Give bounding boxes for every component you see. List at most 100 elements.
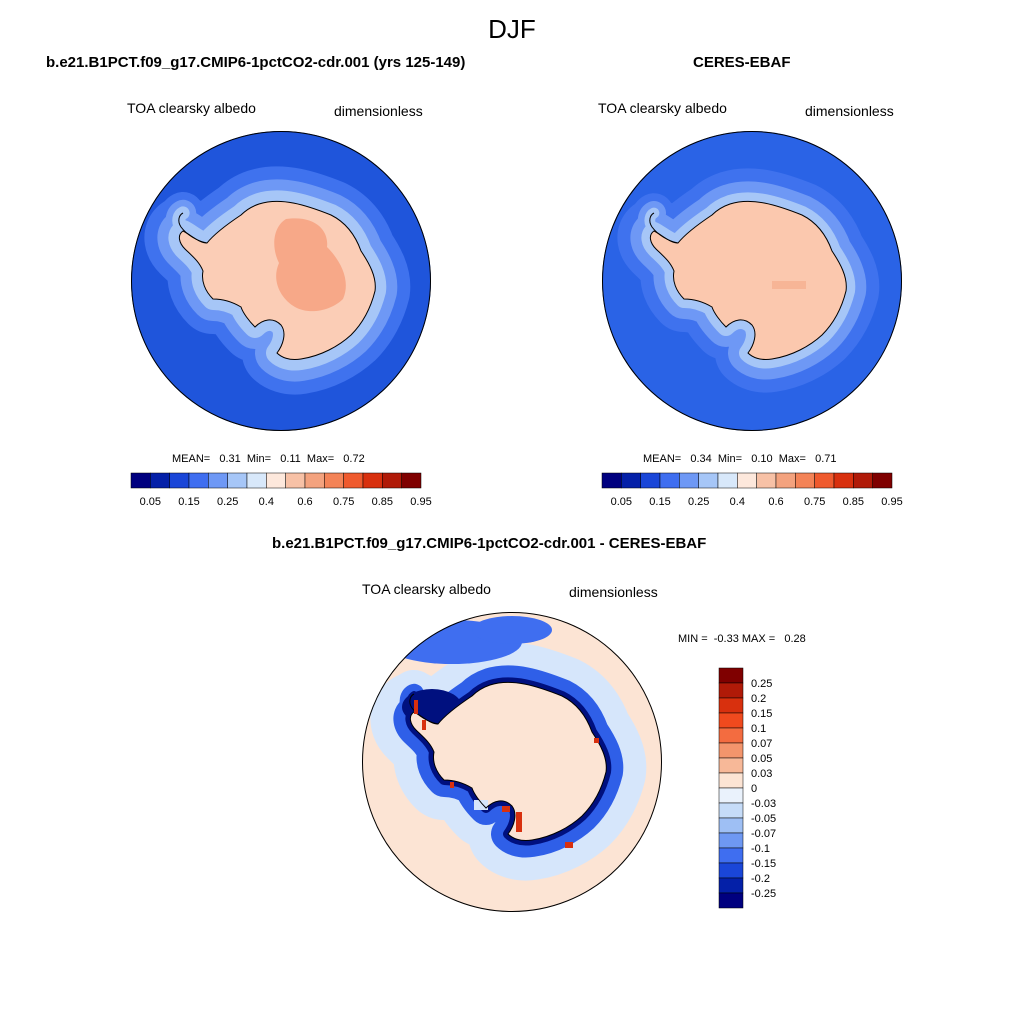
colorbar-tick-label: 0.03 [751, 768, 772, 780]
colorbar-swatch [718, 772, 744, 789]
anomaly-cell [422, 720, 426, 730]
anomaly-cell [594, 738, 599, 743]
panel-obs-variable: TOA clearsky albedo [598, 100, 727, 116]
colorbar-swatch [188, 472, 209, 489]
anomaly-cell [516, 812, 522, 832]
colorbar-tick-label: 0.25 [217, 496, 238, 508]
coastline-peninsula [178, 212, 208, 244]
colorbar-tick-label: 0.05 [140, 496, 161, 508]
colorbar-swatch [853, 472, 873, 489]
colorbar-tick-label: 0.05 [751, 753, 772, 765]
colorbar-swatch [718, 787, 744, 804]
colorbar-swatch [227, 472, 248, 489]
colorbar-swatch [659, 472, 680, 489]
colorbar-tick-label: 0.15 [649, 496, 670, 508]
colorbar-swatch [246, 472, 267, 489]
colorbar-tick-label: -0.03 [751, 798, 776, 810]
polar-map-model [131, 131, 431, 431]
colorbar-tick-label: -0.25 [751, 888, 776, 900]
map-border [362, 612, 662, 912]
map-border [602, 131, 902, 431]
colorbar-tick-label: -0.2 [751, 873, 770, 885]
colorbar-tick-label: 0.1 [751, 723, 766, 735]
panel-diff-header: b.e21.B1PCT.f09_g17.CMIP6-1pctCO2-cdr.00… [272, 535, 707, 552]
colorbar-tick-label: 0.4 [730, 496, 745, 508]
colorbar-swatch [150, 472, 170, 489]
map-body [362, 612, 662, 912]
colorbar-swatch [621, 472, 641, 489]
colorbar-swatch [775, 472, 796, 489]
colorbar-swatch [382, 472, 402, 489]
colorbar-tick-label: 0.4 [259, 496, 274, 508]
panel-diff-variable: TOA clearsky albedo [362, 581, 491, 597]
panel-model-header: b.e21.B1PCT.f09_g17.CMIP6-1pctCO2-cdr.00… [46, 54, 466, 71]
colorbar-swatch [343, 472, 364, 489]
antarctica-land [650, 201, 847, 360]
colorbar-swatch [718, 667, 744, 684]
colorbar-swatch [266, 472, 286, 489]
colorbar-swatch [756, 472, 777, 489]
colorbar-swatch [717, 472, 738, 489]
coastline-peninsula [409, 693, 439, 725]
land-patch [772, 281, 806, 289]
land-patch [474, 800, 488, 810]
colorbar-swatch [718, 742, 744, 759]
colorbar-tick-label: 0.2 [751, 693, 766, 705]
map-border [131, 131, 431, 431]
colorbar-swatch [679, 472, 699, 489]
panel-diff-stats: MIN = -0.33 MAX = 0.28 [678, 633, 806, 645]
map-body [602, 131, 902, 431]
colorbar-swatch [718, 727, 744, 744]
colorbar-swatch [130, 472, 151, 489]
colorbar-swatch [718, 877, 744, 894]
colorbar-swatch [718, 862, 744, 879]
panel-diff-units: dimensionless [569, 584, 658, 600]
colorbar-tick-label: 0.25 [688, 496, 709, 508]
colorbar-tick-label: 0.85 [372, 496, 393, 508]
colorbar-diff: 0.25 0.2 0.15 0.1 0.07 0.05 0.03 0 -0.03 -0.05 -0.… [718, 667, 776, 909]
colorbar-tick-label: 0.75 [804, 496, 825, 508]
panel-obs-stats: MEAN= 0.34 Min= 0.10 Max= 0.71 [643, 453, 837, 465]
colorbar-tick-label: 0.6 [297, 496, 312, 508]
colorbar-tick-label: -0.1 [751, 843, 770, 855]
antarctica-land [410, 682, 607, 841]
colorbar-swatch [718, 802, 744, 819]
colorbar-swatch [640, 472, 661, 489]
colorbar-swatch [718, 892, 744, 909]
colorbar-swatch [795, 472, 815, 489]
polar-map-diff [362, 612, 662, 912]
colorbar-swatch [208, 472, 228, 489]
colorbar-tick-label: 0.15 [751, 708, 772, 720]
colorbar-tick-label: -0.15 [751, 858, 776, 870]
colorbar-tick-label: 0.05 [611, 496, 632, 508]
colorbar-tick-label: 0.95 [881, 496, 902, 508]
land-patch [274, 218, 346, 312]
coastline-peninsula [649, 212, 679, 244]
colorbar-swatch [718, 817, 744, 834]
colorbar-obs: 0.05 0.15 0.25 0.4 0.6 0.75 0.85 0.95 [601, 472, 903, 508]
anomaly-cell [502, 806, 510, 812]
map-body [131, 131, 431, 431]
colorbar-tick-label: 0.15 [178, 496, 199, 508]
panel-obs-header: CERES-EBAF [693, 54, 791, 71]
colorbar-swatch [833, 472, 854, 489]
colorbar-tick-label: 0.25 [751, 678, 772, 690]
colorbar-swatch [718, 757, 744, 774]
colorbar-tick-label: 0 [751, 783, 757, 795]
colorbar-tick-label: 0.6 [768, 496, 783, 508]
colorbar-swatch [718, 832, 744, 849]
panel-model-units: dimensionless [334, 103, 423, 119]
colorbar-swatch [814, 472, 835, 489]
colorbar-swatch [698, 472, 719, 489]
colorbar-tick-label: 0.95 [410, 496, 431, 508]
colorbar-tick-label: -0.07 [751, 828, 776, 840]
anomaly-patch [472, 616, 552, 644]
anomaly-cell [414, 700, 418, 714]
anomaly-cell [565, 842, 573, 848]
colorbar-swatch [718, 847, 744, 864]
colorbar-tick-label: 0.07 [751, 738, 772, 750]
figure-title: DJF [488, 14, 536, 44]
colorbar-swatch [718, 697, 744, 714]
anomaly-cell [450, 782, 454, 788]
colorbar-swatch [304, 472, 325, 489]
